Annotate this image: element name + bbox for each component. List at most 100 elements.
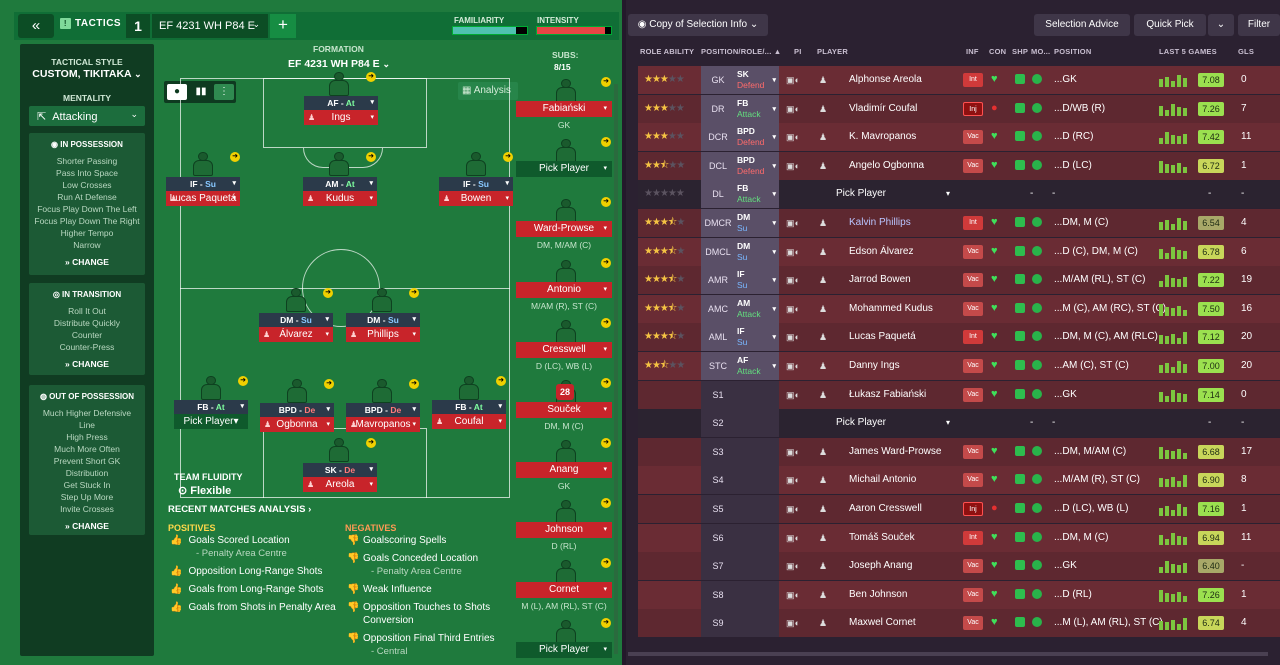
player-name[interactable]: Łukasz Fabiański — [849, 388, 927, 400]
pitch-role-select[interactable]: DM - Su ▾ — [346, 313, 420, 327]
pitch-player-card[interactable]: SK - De ▾ ♟ Areola ▾ — [303, 463, 377, 492]
negative-item[interactable]: 👎 Opposition Touches to Shots Conversion — [347, 602, 491, 626]
player-name[interactable]: Kalvin Phillips — [849, 217, 911, 228]
formation-select[interactable]: EF 4231 WH P84 E ⌄ — [288, 58, 391, 70]
selection-advice-button[interactable]: Selection Advice — [1034, 14, 1130, 36]
pitch-player-card[interactable]: BPD - De ▾ ♟ Ogbonna ▾ — [260, 403, 334, 432]
pitch-player-card[interactable]: DM - Su ▾ ♟ Álvarez ▾ — [259, 313, 333, 342]
table-row[interactable]: ★★⯪★★ STC AF Attack ▾ ▣◐ ♟ Danny Ings Vac ♥ ...AM … — [638, 352, 1280, 380]
instruction-arrow-icon[interactable]: ➜ — [238, 376, 248, 386]
sub-player-card[interactable]: Fabiański ▾ GK — [516, 101, 612, 130]
instruction-arrow-icon[interactable]: ➜ — [323, 288, 333, 298]
sub-player-card[interactable]: Pick Player ▾ — [516, 161, 612, 180]
pitch-player-select[interactable]: ♟ Lucas Paquetá ▾ — [166, 191, 240, 206]
info-badge[interactable]: Vac — [963, 559, 983, 574]
column-shp[interactable]: SHP — [1012, 47, 1029, 56]
pitch-player-card[interactable]: DM - Su ▾ ♟ Phillips ▾ — [346, 313, 420, 342]
player-name[interactable]: Joseph Anang — [849, 560, 913, 572]
info-badge[interactable]: Vac — [963, 473, 983, 488]
info-badge[interactable]: Int — [963, 73, 983, 87]
sub-player-select[interactable]: Souček ▾ — [516, 402, 612, 418]
player-name[interactable]: Michail Antonio — [849, 474, 917, 486]
info-badge[interactable]: Vac — [963, 130, 983, 145]
pitch-player-card[interactable]: BPD - De ▾ ♟ Mavropanos ▾ — [346, 403, 420, 432]
role-select[interactable]: FB Attack ▾ — [735, 94, 779, 123]
pitch-player-card[interactable]: AF - At ▾ ♟ Ings ▾ — [304, 96, 378, 125]
column-con[interactable]: CON — [989, 47, 1007, 56]
player-instructions-icon[interactable]: ▣◐ — [786, 132, 800, 143]
instruction-arrow-icon[interactable]: ➜ — [601, 197, 611, 207]
player-instructions-icon[interactable]: ▣◐ — [786, 389, 800, 400]
sub-player-card[interactable]: Souček ▾ DM, M (C) — [516, 402, 612, 431]
pitch-role-select[interactable]: FB - At ▾ — [432, 400, 506, 414]
role-select[interactable]: IF Su ▾ — [735, 266, 779, 295]
player-name[interactable]: Danny Ings — [849, 360, 900, 371]
info-badge[interactable]: Vac — [963, 387, 983, 402]
player-name[interactable]: Tomáš Souček — [849, 531, 915, 543]
pitch-role-select[interactable]: BPD - De ▾ — [260, 403, 334, 417]
role-select[interactable]: BPD Defend ▾ — [735, 151, 779, 180]
pitch-role-select[interactable]: BPD - De ▾ — [346, 403, 420, 417]
info-badge[interactable]: Vac — [963, 359, 983, 373]
instruction-arrow-icon[interactable]: ➜ — [324, 379, 334, 389]
table-row[interactable]: ★★★★★ GK SK Defend ▾ ▣◐ ♟ Alphonse Areola Int ♥..… — [638, 66, 1280, 94]
pitch-role-select[interactable]: AF - At ▾ — [304, 96, 378, 110]
positive-item[interactable]: 👍 Opposition Long-Range Shots — [170, 566, 323, 577]
sub-player-card[interactable]: Antonio ▾ M/AM (R), ST (C) — [516, 282, 612, 311]
player-name[interactable]: Aaron Cresswell — [849, 503, 922, 514]
info-badge[interactable]: Inj — [963, 101, 983, 116]
player-instructions-icon[interactable]: ▣◐ — [786, 160, 800, 171]
role-select[interactable]: DM Su ▾ — [735, 209, 779, 237]
player-instructions-icon[interactable]: ▣◐ — [786, 303, 800, 314]
column-inf[interactable]: INF — [966, 47, 979, 56]
player-name[interactable]: Mohammed Kudus — [849, 302, 933, 314]
instruction-arrow-icon[interactable]: ➜ — [366, 72, 376, 82]
player-name[interactable]: Maxwel Cornet — [849, 617, 916, 629]
instruction-arrow-icon[interactable]: ➜ — [409, 288, 419, 298]
in-transition-change-button[interactable]: » CHANGE — [65, 359, 109, 369]
player-name[interactable]: Vladimír Coufal — [849, 102, 918, 114]
info-badge[interactable]: Int — [963, 330, 983, 345]
player-name[interactable]: Edson Álvarez — [849, 245, 914, 257]
instructions-view-icon[interactable]: ⋮ — [214, 84, 234, 100]
pitch-player-select[interactable]: Pick Player▾ — [174, 414, 248, 429]
pitch-role-select[interactable]: IF - Su ▾ — [166, 177, 240, 191]
positive-item[interactable]: 👍 Goals from Shots in Penalty Area — [170, 602, 336, 613]
column-last-5-games[interactable]: LAST 5 GAMES — [1159, 47, 1217, 56]
table-row[interactable]: S1 ▣◐ ♟ Łukasz Fabiański Vac ♥ ...GK 7.14 0 — [638, 380, 1280, 409]
sub-player-select[interactable]: Pick Player ▾ — [516, 161, 612, 177]
instruction-arrow-icon[interactable]: ➜ — [409, 379, 419, 389]
table-row[interactable]: ★★★★★ DR FB Attack ▾ ▣◐ ♟ Vladimír Coufal Inj ●..… — [638, 94, 1280, 123]
pitch-role-select[interactable]: AM - At ▾ — [303, 177, 377, 191]
pitch-role-select[interactable]: IF - Su ▾ — [439, 177, 513, 191]
info-badge[interactable]: Vac — [963, 587, 983, 602]
column-gls[interactable]: GLS — [1238, 47, 1255, 56]
sub-player-card[interactable]: Cresswell ▾ D (LC), WB (L) — [516, 342, 612, 371]
back-button[interactable]: « — [18, 14, 54, 38]
analysis-button[interactable]: ▦ Analysis — [458, 82, 518, 100]
instruction-arrow-icon[interactable]: ➜ — [366, 152, 376, 162]
instruction-arrow-icon[interactable]: ➜ — [601, 318, 611, 328]
tactic-number[interactable]: 1 — [126, 14, 150, 38]
sub-player-select[interactable]: Ward-Prowse ▾ — [516, 221, 612, 237]
sub-player-select[interactable]: Cresswell ▾ — [516, 342, 612, 358]
player-name[interactable]: K. Mavropanos — [849, 131, 917, 143]
quick-pick-button[interactable]: Quick Pick — [1134, 14, 1206, 36]
table-row[interactable]: ★★⯪★★ DCL BPD Defend ▾ ▣◐ ♟ Angelo Ogbonna Vac ♥.… — [638, 151, 1280, 180]
chevron-down-icon[interactable]: ▾ — [946, 189, 951, 199]
player-instructions-icon[interactable]: ▣◐ — [786, 532, 800, 543]
player-instructions-icon[interactable]: ▣◐ — [786, 332, 800, 343]
player-instructions-icon[interactable]: ▣◐ — [786, 103, 800, 114]
player-instructions-icon[interactable]: ▣◐ — [786, 246, 800, 257]
role-select[interactable]: IF Su ▾ — [735, 323, 779, 352]
table-row[interactable]: S7 ▣◐ ♟ Joseph Anang Vac ♥ ...GK 6.40 - — [638, 552, 1280, 581]
tactic-formation-select[interactable]: EF 4231 WH P84 E ⌄ — [152, 14, 268, 38]
player-name[interactable]: Ben Johnson — [849, 588, 908, 600]
pitch-player-select[interactable]: ♟ Kudus ▾ — [303, 191, 377, 206]
bar-chart-icon[interactable]: ▮▮ — [195, 86, 207, 97]
role-select[interactable]: BPD Defend ▾ — [735, 123, 779, 152]
instruction-arrow-icon[interactable]: ➜ — [496, 376, 506, 386]
instruction-arrow-icon[interactable]: ➜ — [601, 258, 611, 268]
pitch-player-select[interactable]: ♟ Mavropanos ▾ — [346, 417, 420, 432]
player-instructions-icon[interactable]: ▣◐ — [786, 475, 800, 486]
